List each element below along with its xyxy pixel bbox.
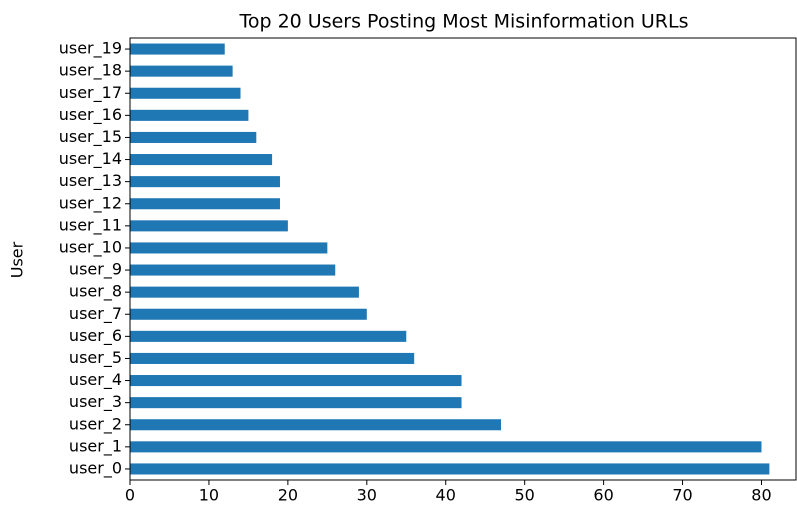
y-tick-label: user_18 [59,61,122,81]
x-tick-label: 80 [751,486,771,505]
y-tick-label: user_16 [59,105,122,125]
x-tick-label: 20 [278,486,298,505]
y-tick-label: user_0 [69,458,122,478]
bar [130,441,762,453]
bar [130,264,336,276]
x-tick-label: 30 [357,486,377,505]
x-tick-label: 40 [436,486,456,505]
bar [130,154,273,166]
bar [130,131,257,143]
bar [130,220,288,232]
y-tick-label: user_11 [59,215,122,235]
x-tick-label: 10 [199,486,219,505]
bar [130,65,233,77]
y-tick-label: user_7 [69,304,122,324]
bar [130,352,415,364]
bar [130,308,367,320]
y-tick-label: user_13 [59,171,122,191]
y-tick-label: user_1 [69,436,122,456]
bar [130,43,225,55]
x-tick-label: 50 [514,486,534,505]
bar [130,463,770,475]
y-tick-label: user_5 [69,348,122,368]
plot-frame [129,37,797,481]
y-tick-label: user_3 [69,392,122,412]
y-tick-label: user_9 [69,260,122,280]
y-tick-label: user_14 [59,149,122,169]
bar [130,330,407,342]
bar [130,419,501,431]
bar [130,176,280,188]
y-tick-label: user_8 [69,282,122,302]
bar [130,397,462,409]
y-tick-label: user_19 [59,39,122,59]
bar [130,109,249,121]
y-tick-label: user_17 [59,83,122,103]
y-axis-label: User [8,241,27,278]
chart-title: Top 20 Users Posting Most Misinformation… [238,11,688,33]
y-tick-label: user_12 [59,193,122,213]
bar [130,242,328,254]
x-tick-label: 60 [593,486,613,505]
bar [130,286,359,298]
y-tick-label: user_15 [59,127,122,147]
bar [130,375,462,387]
y-tick-label: user_6 [69,326,122,346]
y-tick-label: user_4 [69,370,122,390]
x-tick-label: 70 [672,486,692,505]
bar [130,87,241,99]
x-tick-label: 0 [125,486,135,505]
y-tick-label: user_10 [59,237,122,257]
bar [130,198,280,210]
y-tick-label: user_2 [69,414,122,434]
